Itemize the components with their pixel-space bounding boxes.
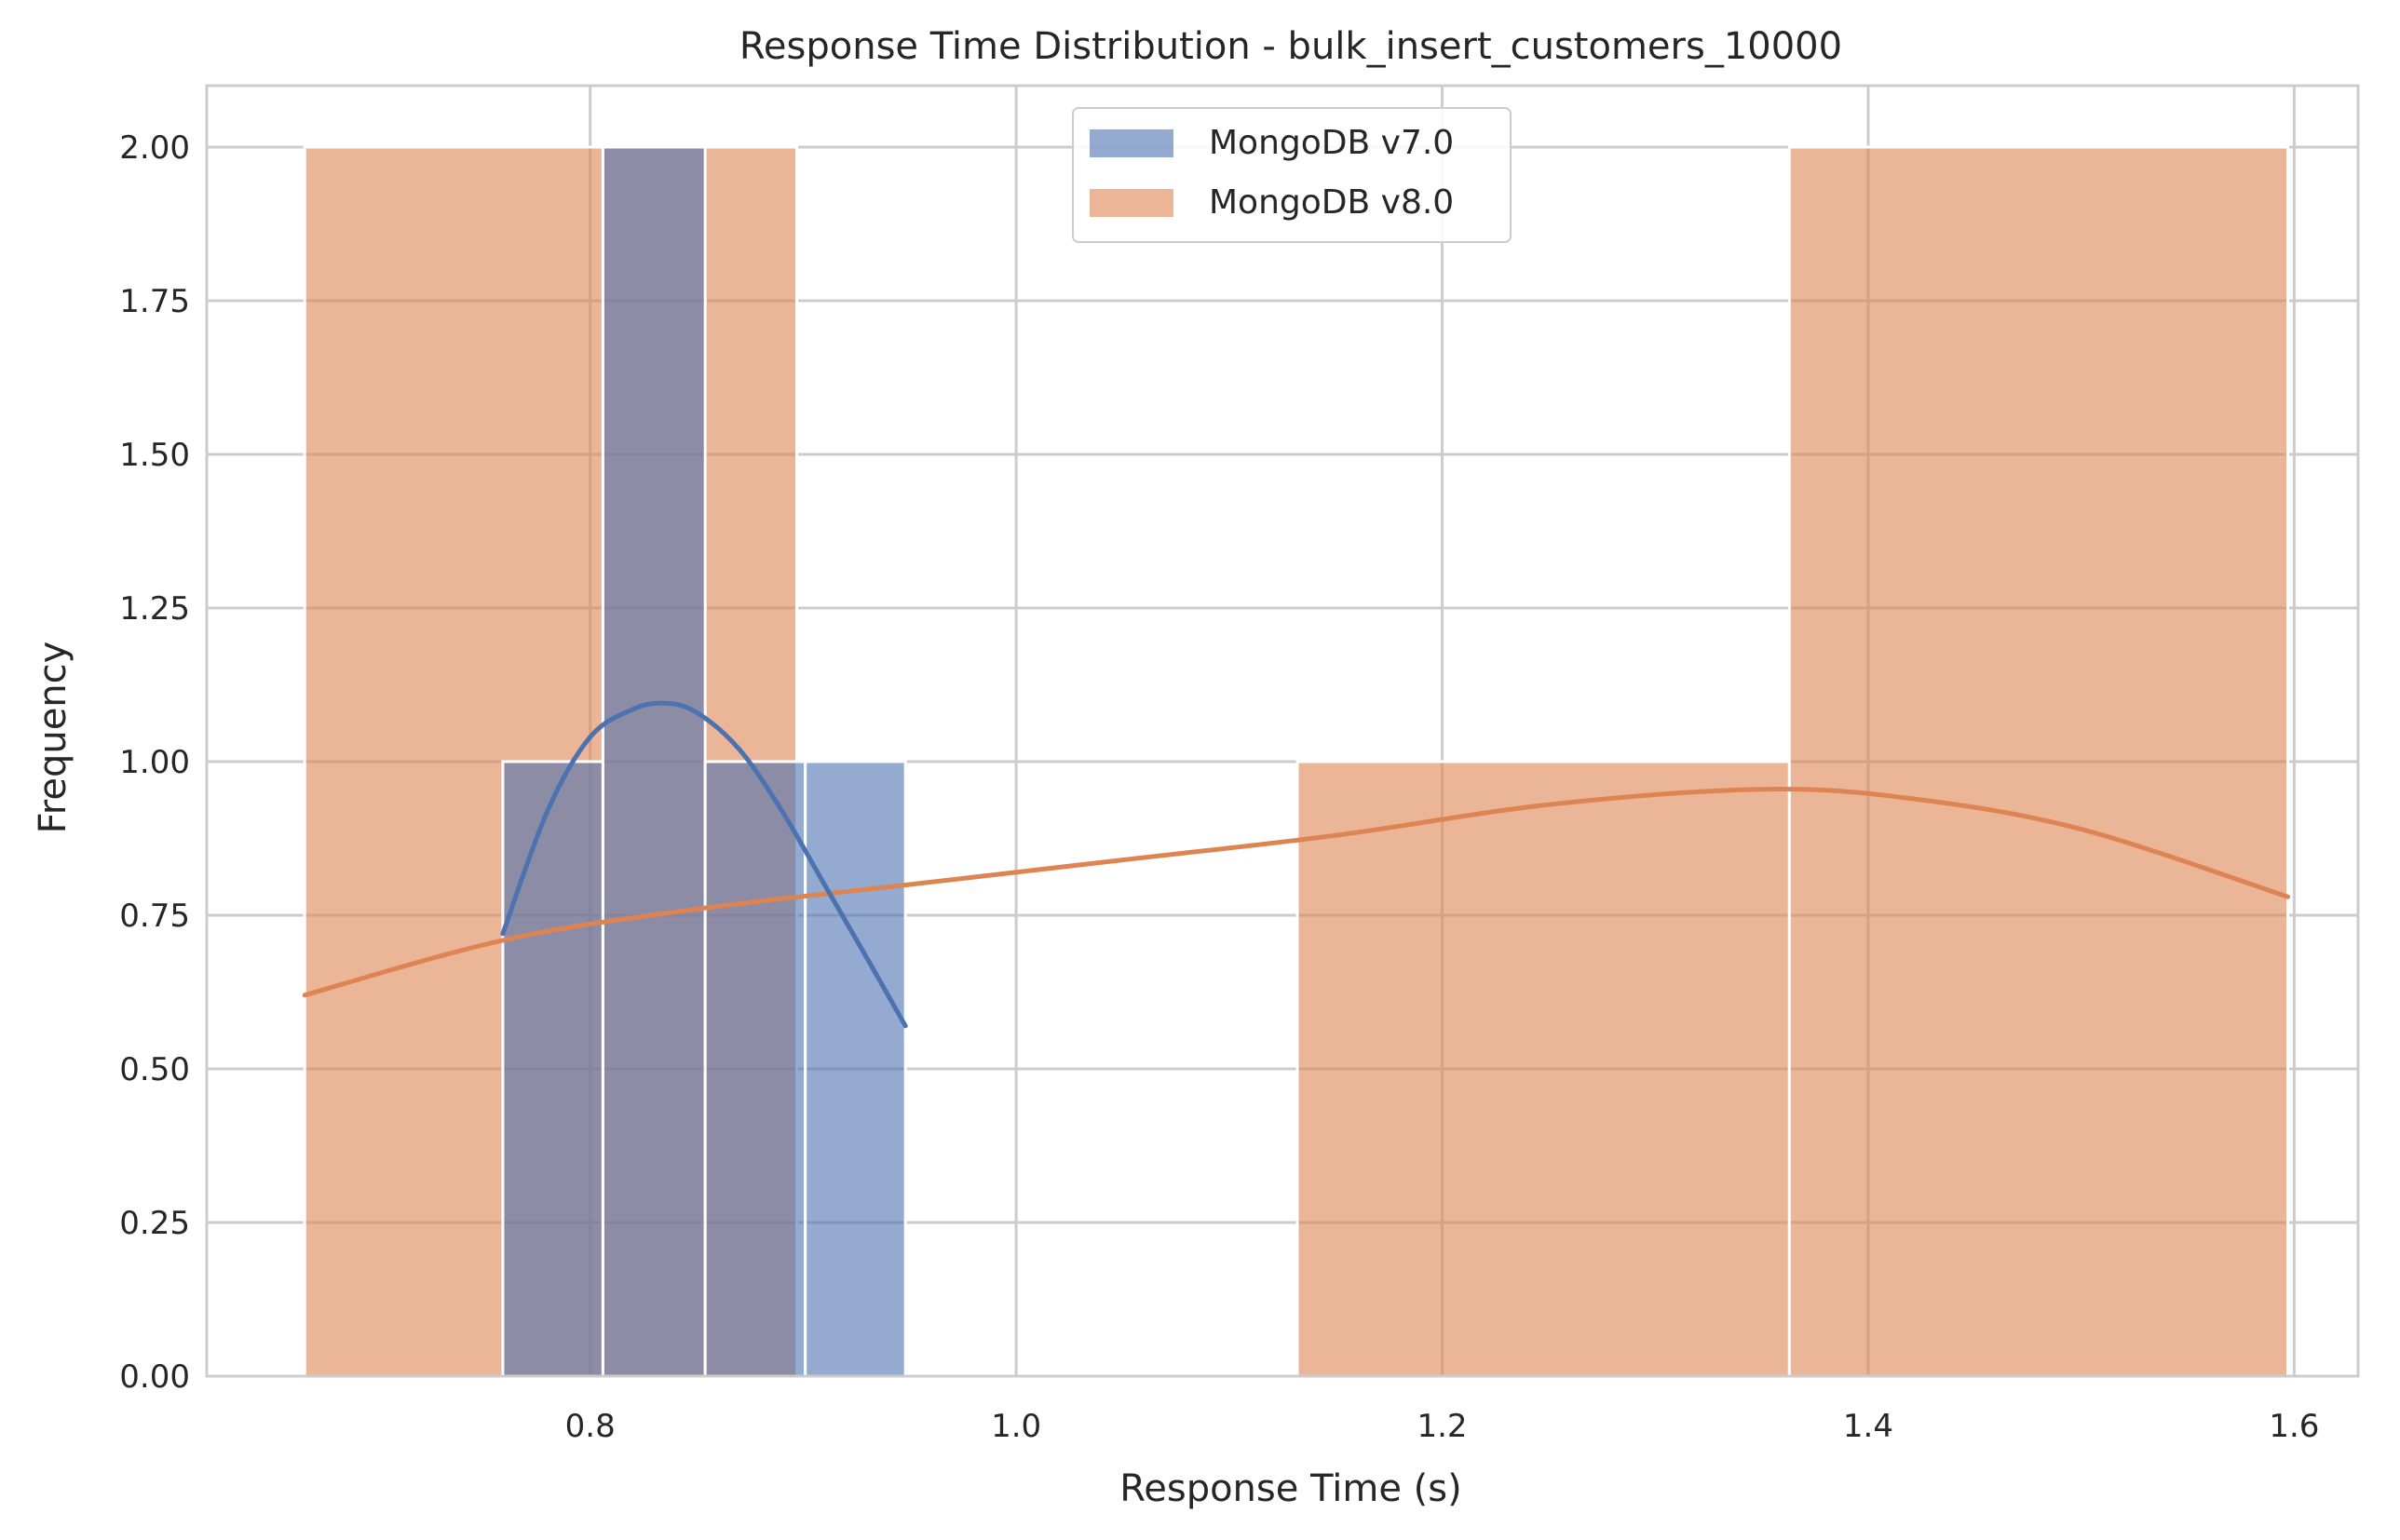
legend: MongoDB v7.0 MongoDB v8.0 — [1072, 107, 1512, 243]
legend-label-mongodb-v8-0: MongoDB v8.0 — [1209, 183, 1454, 222]
kde-curves — [302, 700, 2291, 1029]
x-tick-label: 1.2 — [1417, 1408, 1467, 1445]
legend-label-mongodb-v7-0: MongoDB v7.0 — [1209, 124, 1454, 162]
x-tick-label: 1.0 — [991, 1408, 1041, 1445]
legend-swatch-mongodb-v8-0 — [1090, 189, 1173, 217]
bar-mongodb-v7-0 — [703, 760, 807, 1378]
y-tick-label: 1.25 — [119, 590, 190, 628]
y-tick-label: 0.00 — [119, 1358, 190, 1396]
y-axis-label: Frequency — [32, 642, 75, 834]
y-tick-labels: 0.00 0.25 0.50 0.75 1.00 1.25 1.50 1.75 2.00 — [119, 129, 190, 1396]
y-tick-label: 0.50 — [119, 1051, 190, 1088]
y-tick-label: 2.00 — [119, 129, 190, 167]
x-tick-label: 0.8 — [565, 1408, 616, 1445]
bar-mongodb-v7-0 — [501, 760, 604, 1378]
x-tick-label: 1.4 — [1843, 1408, 1893, 1445]
y-tick-label: 0.25 — [119, 1205, 190, 1242]
bar-mongodb-v7-0 — [601, 145, 707, 1378]
x-tick-label: 1.6 — [2269, 1408, 2319, 1445]
bar-mongodb-v7-0 — [804, 760, 907, 1378]
y-tick-label: 0.75 — [119, 898, 190, 935]
x-tick-labels: 0.8 1.0 1.2 1.4 1.6 — [565, 1408, 2320, 1445]
x-axis-label: Response Time (s) — [1119, 1467, 1461, 1510]
kde-line-mongodb-v7-0 — [500, 700, 908, 1029]
bar-mongodb-v8-0 — [1787, 145, 2290, 1378]
y-tick-label: 1.50 — [119, 437, 190, 474]
histogram-bars — [303, 145, 2290, 1378]
y-tick-label: 1.00 — [119, 744, 190, 781]
bar-mongodb-v8-0 — [1295, 760, 1791, 1378]
chart-title: Response Time Distribution - bulk_insert… — [739, 25, 1842, 68]
y-tick-label: 1.75 — [119, 283, 190, 320]
kde-line-mongodb-v8-0 — [302, 787, 2291, 998]
legend-swatch-mongodb-v7-0 — [1090, 129, 1173, 157]
legend-box — [1072, 107, 1512, 243]
plot-frame — [205, 84, 2360, 1378]
